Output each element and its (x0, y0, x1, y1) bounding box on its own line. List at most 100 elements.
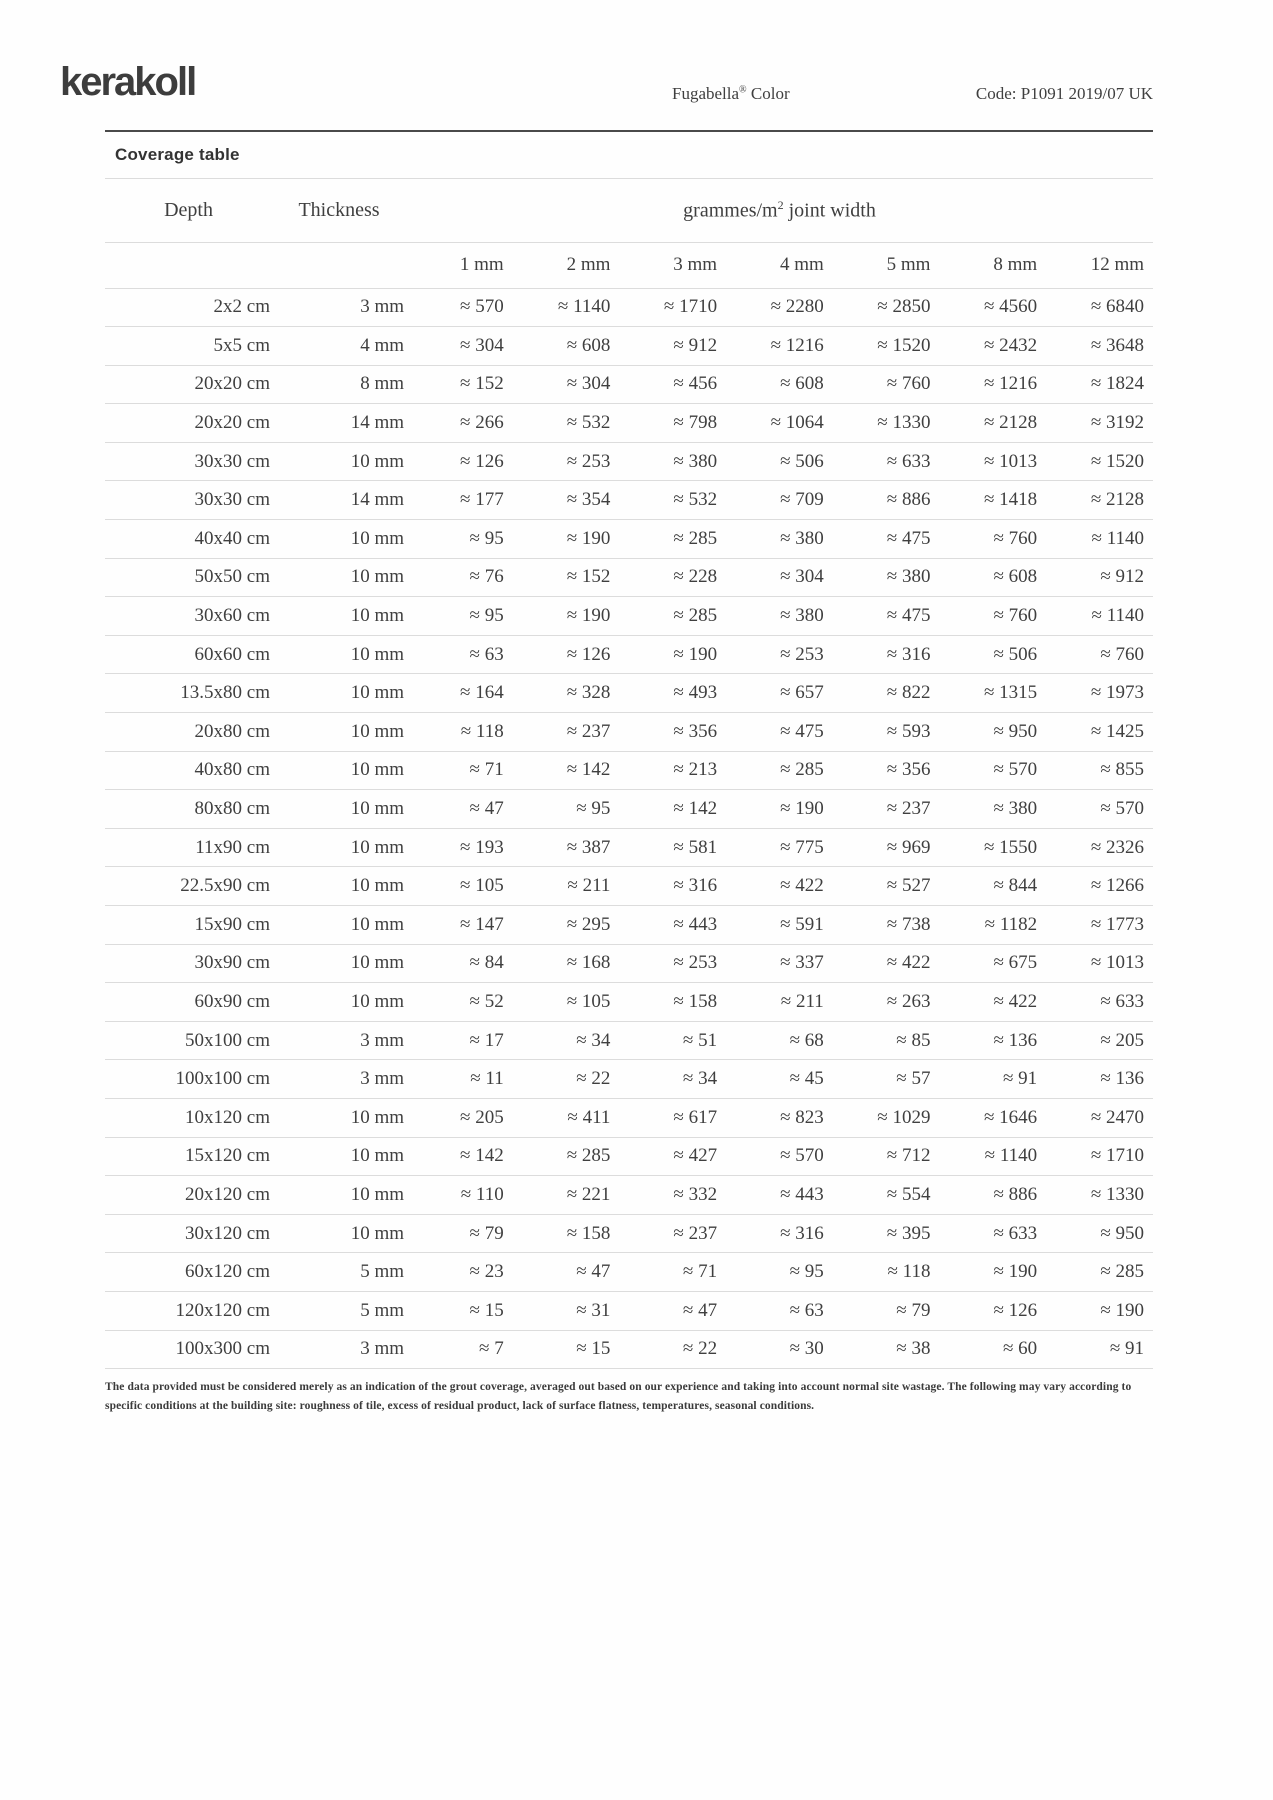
value-cell: ≈ 253 (726, 635, 833, 675)
value-cell: ≈ 152 (406, 365, 513, 405)
value-cell: ≈ 253 (512, 442, 620, 482)
value-cell: ≈ 380 (939, 789, 1047, 829)
value-cell: ≈ 886 (939, 1175, 1047, 1215)
thickness-cell: 4 mm (272, 326, 407, 366)
depth-cell: 2x2 cm (105, 288, 273, 328)
thickness-cell: 3 mm (272, 1330, 407, 1370)
joint-width-header-2mm: 2 mm (512, 242, 620, 289)
value-cell: ≈ 136 (1046, 1059, 1153, 1099)
depth-cell: 20x20 cm (105, 403, 273, 443)
table-row: 60x60 cm 10 mm ≈ 63 ≈ 126 ≈ 190 ≈ 253 ≈ … (105, 635, 1153, 675)
value-cell: ≈ 760 (939, 519, 1047, 559)
depth-cell: 100x300 cm (105, 1330, 273, 1370)
depth-cell: 30x30 cm (105, 480, 273, 521)
empty-header-cell (105, 242, 273, 289)
value-cell: ≈ 2326 (1046, 828, 1153, 868)
value-cell: ≈ 760 (832, 365, 940, 405)
value-cell: ≈ 213 (619, 751, 727, 791)
value-cell: ≈ 3192 (1046, 403, 1153, 443)
value-cell: ≈ 1013 (939, 442, 1047, 482)
value-cell: ≈ 79 (406, 1214, 513, 1254)
table-row: 20x80 cm 10 mm ≈ 118 ≈ 237 ≈ 356 ≈ 475 ≈… (105, 712, 1153, 752)
value-cell: ≈ 1824 (1046, 365, 1153, 405)
thickness-cell: 10 mm (272, 442, 407, 482)
value-cell: ≈ 316 (832, 635, 940, 675)
thickness-cell: 10 mm (272, 751, 407, 791)
thickness-cell: 10 mm (272, 1175, 407, 1215)
value-cell: ≈ 822 (832, 673, 940, 714)
value-cell: ≈ 506 (939, 635, 1047, 675)
empty-header-cell (272, 242, 407, 289)
depth-cell: 30x120 cm (105, 1214, 273, 1254)
thickness-cell: 5 mm (272, 1291, 407, 1331)
value-cell: ≈ 304 (512, 365, 620, 405)
table-row: 13.5x80 cm 10 mm ≈ 164 ≈ 328 ≈ 493 ≈ 657… (105, 673, 1153, 714)
table-row: 100x100 cm 3 mm ≈ 11 ≈ 22 ≈ 34 ≈ 45 ≈ 57… (105, 1059, 1153, 1099)
thickness-cell: 3 mm (272, 1021, 407, 1061)
table-row: 30x90 cm 10 mm ≈ 84 ≈ 168 ≈ 253 ≈ 337 ≈ … (105, 944, 1153, 984)
joint-width-header-8mm: 8 mm (939, 242, 1047, 289)
depth-cell: 100x100 cm (105, 1059, 273, 1099)
value-cell: ≈ 76 (406, 558, 513, 598)
value-cell: ≈ 506 (726, 442, 833, 482)
depth-cell: 20x80 cm (105, 712, 273, 752)
depth-cell: 10x120 cm (105, 1098, 273, 1138)
value-cell: ≈ 493 (619, 673, 727, 714)
value-cell: ≈ 221 (512, 1175, 620, 1215)
value-cell: ≈ 532 (512, 403, 620, 443)
thickness-cell: 10 mm (272, 558, 407, 598)
value-cell: ≈ 411 (512, 1098, 620, 1138)
value-cell: ≈ 105 (512, 982, 620, 1022)
thickness-cell: 10 mm (272, 866, 407, 906)
value-cell: ≈ 570 (406, 288, 513, 328)
value-cell: ≈ 38 (832, 1330, 940, 1370)
table-row: 120x120 cm 5 mm ≈ 15 ≈ 31 ≈ 47 ≈ 63 ≈ 79… (105, 1291, 1153, 1331)
value-cell: ≈ 304 (406, 326, 513, 366)
value-cell: ≈ 126 (939, 1291, 1047, 1331)
value-cell: ≈ 193 (406, 828, 513, 868)
value-cell: ≈ 456 (619, 365, 727, 405)
value-cell: ≈ 22 (512, 1059, 620, 1099)
thickness-cell: 10 mm (272, 1214, 407, 1254)
value-cell: ≈ 712 (832, 1137, 940, 1177)
table-row: 30x60 cm 10 mm ≈ 95 ≈ 190 ≈ 285 ≈ 380 ≈ … (105, 596, 1153, 636)
depth-cell: 20x120 cm (105, 1175, 273, 1215)
value-cell: ≈ 190 (619, 635, 727, 675)
value-cell: ≈ 1315 (939, 673, 1047, 714)
value-cell: ≈ 570 (1046, 789, 1153, 829)
value-cell: ≈ 190 (726, 789, 833, 829)
value-cell: ≈ 1973 (1046, 673, 1153, 714)
registered-trademark-symbol: ® (739, 84, 747, 96)
thickness-cell: 10 mm (272, 596, 407, 636)
coverage-table: Depth Thickness grammes/m2 joint width 1… (105, 179, 1153, 1370)
depth-cell: 15x90 cm (105, 905, 273, 945)
depth-cell: 13.5x80 cm (105, 673, 273, 714)
document-code: Code: P1091 2019/07 UK (975, 84, 1153, 103)
table-row: 30x120 cm 10 mm ≈ 79 ≈ 158 ≈ 237 ≈ 316 ≈… (105, 1214, 1153, 1254)
value-cell: ≈ 34 (512, 1021, 620, 1061)
depth-cell: 30x90 cm (105, 944, 273, 984)
value-cell: ≈ 95 (406, 519, 513, 559)
value-cell: ≈ 1140 (939, 1137, 1047, 1177)
depth-cell: 30x30 cm (105, 442, 273, 482)
thickness-cell: 10 mm (272, 905, 407, 945)
value-cell: ≈ 79 (832, 1291, 940, 1331)
depth-cell: 60x60 cm (105, 635, 273, 675)
value-cell: ≈ 205 (1046, 1021, 1153, 1061)
value-cell: ≈ 443 (726, 1175, 833, 1215)
value-cell: ≈ 760 (939, 596, 1047, 636)
value-cell: ≈ 22 (619, 1330, 727, 1370)
thickness-cell: 10 mm (272, 944, 407, 984)
value-cell: ≈ 190 (939, 1252, 1047, 1292)
table-row: 60x90 cm 10 mm ≈ 52 ≈ 105 ≈ 158 ≈ 211 ≈ … (105, 982, 1153, 1022)
value-cell: ≈ 844 (939, 866, 1047, 906)
joint-width-subheader-row: 1 mm 2 mm 3 mm 4 mm 5 mm 8 mm 12 mm (105, 242, 1153, 289)
product-name-rest: Color (746, 84, 790, 103)
value-cell: ≈ 1710 (619, 288, 727, 328)
value-cell: ≈ 158 (619, 982, 727, 1022)
value-cell: ≈ 1418 (939, 480, 1047, 521)
value-cell: ≈ 760 (1046, 635, 1153, 675)
value-cell: ≈ 633 (1046, 982, 1153, 1022)
value-cell: ≈ 356 (619, 712, 727, 752)
thickness-cell: 10 mm (272, 982, 407, 1022)
